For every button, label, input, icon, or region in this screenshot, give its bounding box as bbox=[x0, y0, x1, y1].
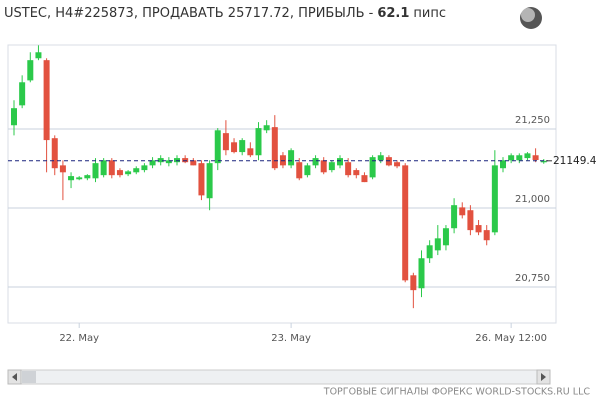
candle-body bbox=[451, 205, 458, 229]
candle-body bbox=[271, 127, 278, 169]
candle-body bbox=[11, 108, 17, 126]
candle-body bbox=[279, 155, 286, 166]
candle-body bbox=[483, 230, 490, 241]
candle-body bbox=[263, 125, 270, 131]
candle-body bbox=[51, 138, 58, 169]
candle-body bbox=[198, 163, 205, 196]
candle-body bbox=[491, 165, 498, 233]
arrow-right bbox=[541, 373, 546, 381]
x-tick-label: 23. May bbox=[271, 333, 311, 344]
candle-body bbox=[247, 148, 254, 156]
candle-body bbox=[182, 158, 189, 163]
x-tick-label: 22. May bbox=[59, 333, 99, 344]
candle-body bbox=[524, 153, 531, 159]
candle-body bbox=[157, 158, 164, 163]
profit-unit: пипс bbox=[413, 6, 446, 21]
scroll-thumb[interactable] bbox=[22, 371, 36, 383]
candle-body bbox=[434, 238, 441, 251]
candle-body bbox=[500, 160, 506, 169]
candle-body bbox=[361, 175, 368, 183]
candle-body bbox=[116, 170, 123, 176]
candle-body bbox=[312, 158, 319, 166]
candle-body bbox=[35, 52, 42, 59]
candle-body bbox=[43, 60, 50, 141]
candle-body bbox=[475, 225, 482, 233]
candle-body bbox=[320, 160, 327, 173]
candle-body bbox=[206, 163, 213, 199]
candle-body bbox=[402, 165, 409, 281]
x-tick-label: 26. May 12:00 bbox=[475, 333, 547, 344]
candle-body bbox=[222, 133, 229, 151]
candle-body bbox=[165, 160, 172, 164]
candle-body bbox=[68, 176, 75, 181]
arrow-left bbox=[12, 373, 17, 381]
candle-body bbox=[133, 168, 140, 173]
candle-body bbox=[108, 160, 115, 176]
candle-body bbox=[190, 160, 197, 166]
candle-body bbox=[100, 160, 107, 176]
candle-body bbox=[149, 160, 156, 166]
candle-body bbox=[377, 155, 384, 161]
candle-body bbox=[467, 210, 474, 231]
candle-body bbox=[76, 177, 83, 180]
title: USTEC, H4#225873, ПРОДАВАТЬ 25717.72, ПР… bbox=[4, 6, 446, 21]
candle-body bbox=[410, 275, 417, 291]
last-price-label: 21149.4 bbox=[553, 155, 597, 167]
candle-body bbox=[231, 142, 238, 153]
footer: ТОРГОВЫЕ СИГНАЛЫ ФОРЕКС WORLD-STOCKS.RU … bbox=[323, 387, 591, 398]
candle-body bbox=[426, 245, 433, 259]
candle-body bbox=[125, 171, 132, 175]
candle-body bbox=[239, 140, 246, 153]
candle-body bbox=[59, 165, 66, 173]
title-text: USTEC, H4#225873, ПРОДАВАТЬ 25717.72, ПР… bbox=[4, 6, 374, 21]
candle-body bbox=[255, 128, 262, 156]
candle-body bbox=[459, 207, 466, 216]
candle-body bbox=[19, 82, 26, 106]
candle-body bbox=[214, 130, 221, 164]
candle-body bbox=[328, 162, 335, 171]
candle-body bbox=[532, 155, 539, 160]
profit: 62.1 bbox=[377, 6, 409, 21]
candle-body bbox=[394, 162, 401, 167]
candle-body bbox=[508, 155, 515, 161]
candle-body bbox=[174, 158, 180, 163]
candle-body bbox=[337, 158, 343, 166]
candle-body bbox=[141, 165, 148, 171]
y-tick-label: 21,250 bbox=[515, 115, 550, 126]
candle-body bbox=[288, 150, 295, 166]
candle-body bbox=[516, 155, 523, 161]
y-tick-label: 21,000 bbox=[515, 194, 550, 205]
candle-body bbox=[296, 162, 303, 179]
candle-body bbox=[369, 157, 376, 178]
globe-shine bbox=[521, 8, 535, 22]
candle-body bbox=[418, 258, 425, 289]
plot: 20,750 21,000 21,250 22. May 23. May 26. May … bbox=[8, 45, 597, 344]
candle-body bbox=[345, 162, 352, 176]
candle-body bbox=[540, 160, 547, 163]
candle-body bbox=[84, 175, 91, 179]
scrollbar[interactable] bbox=[7, 369, 551, 385]
candle-body bbox=[442, 228, 449, 246]
globe-icon[interactable] bbox=[520, 7, 542, 29]
candle-body bbox=[27, 60, 34, 81]
y-tick-label: 20,750 bbox=[515, 273, 550, 284]
candle-body bbox=[353, 170, 360, 176]
candle-body bbox=[92, 163, 99, 179]
plot-frame bbox=[7, 44, 557, 324]
candle-body bbox=[304, 165, 311, 176]
